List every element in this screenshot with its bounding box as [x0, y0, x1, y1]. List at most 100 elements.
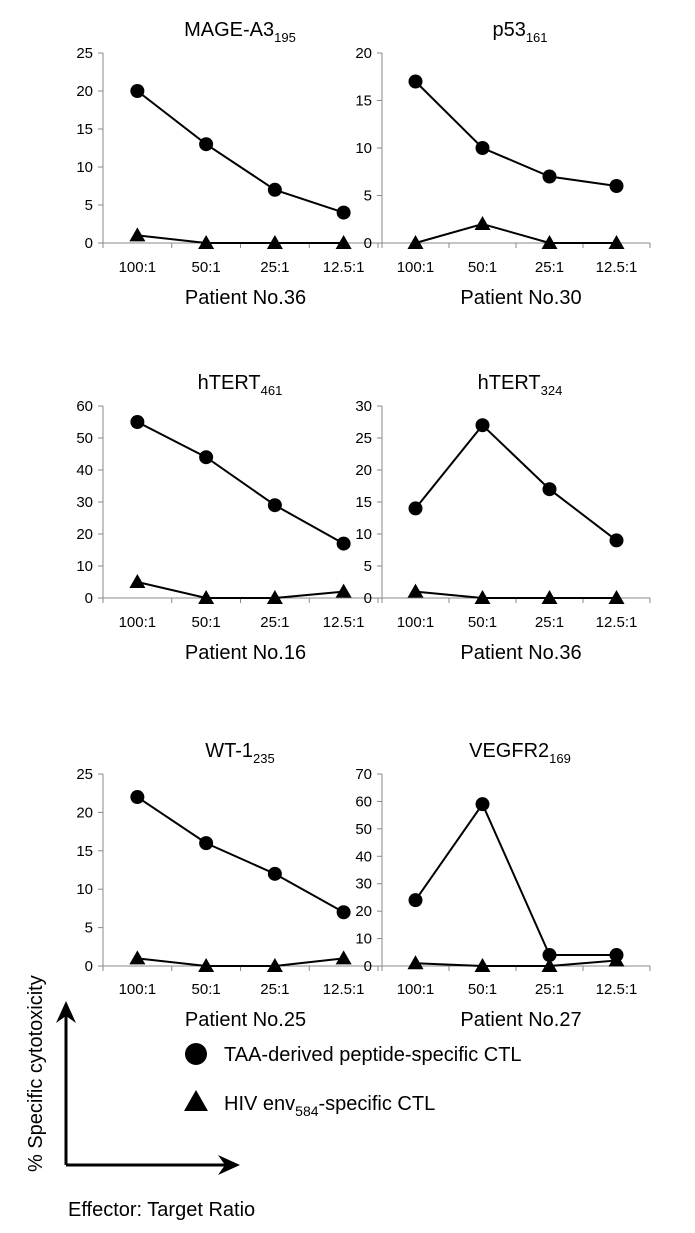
x-tick-label: 25:1: [535, 614, 564, 631]
y-tick-label: 15: [355, 494, 372, 511]
chart-panels: MAGE-A3195 0 5 10 15 20 25 100:1 50:1 25:1 12.5:1 P…: [76, 19, 651, 1031]
y-tick-label: 20: [76, 804, 93, 821]
y-tick-label: 5: [85, 197, 93, 214]
chart-title: VEGFR2169: [469, 740, 571, 766]
legend-marker-triangle: [184, 1090, 208, 1111]
y-tick-label: 40: [76, 462, 93, 479]
chart-title: hTERT461: [198, 372, 283, 398]
axis-guide-ylabel: % Specific cytotoxicity: [25, 975, 47, 1172]
data-point-triangle: [266, 235, 283, 249]
y-tick-label: 30: [355, 876, 372, 893]
patient-label: Patient No.16: [185, 642, 306, 664]
legend-marker-circle: [185, 1043, 207, 1065]
chart-title-subscript: 235: [253, 751, 275, 766]
data-point-circle: [475, 418, 490, 433]
x-tick-label: 100:1: [119, 614, 157, 631]
chart-title: p53161: [492, 19, 547, 45]
x-tick-label: 50:1: [192, 614, 221, 631]
data-point-circle: [267, 498, 282, 513]
y-tick-label: 5: [85, 920, 93, 937]
y-tick-label: 20: [76, 526, 93, 543]
series-line-triangle: [137, 957, 344, 967]
series-line-circle: [136, 796, 345, 914]
x-tick-label: 100:1: [397, 259, 435, 276]
series-line-circle: [414, 80, 617, 187]
chart-panel-6: VEGFR2169 0 10 20 30 40 50 60 70 100:1 50:1 25:1 12.…: [355, 740, 651, 1031]
data-point-circle: [542, 169, 557, 184]
patient-label: Patient No.36: [460, 642, 581, 664]
patient-label: Patient No.36: [185, 287, 306, 309]
data-point-triangle: [266, 590, 283, 604]
legend: TAA-derived peptide-specific CTL HIV env…: [184, 1043, 522, 1119]
data-point-circle: [542, 948, 557, 963]
data-point-triangle: [608, 590, 625, 604]
chart-title: WT-1235: [205, 740, 274, 766]
x-tick-label: 50:1: [192, 981, 221, 998]
chart-title-subscript: 461: [261, 383, 283, 398]
chart-title-main: MAGE-A3: [184, 19, 274, 41]
x-tick-label: 12.5:1: [596, 981, 638, 998]
y-tick-label: 0: [364, 235, 372, 252]
data-point-circle: [336, 536, 351, 551]
data-point-triangle: [198, 590, 215, 604]
y-tick-label: 10: [76, 558, 93, 575]
series-line-circle: [414, 423, 618, 542]
data-point-triangle: [407, 583, 424, 598]
axis-guide-xlabel: Effector: Target Ratio: [68, 1199, 255, 1221]
y-tick-label: 15: [76, 843, 93, 860]
patient-label: Patient No.27: [460, 1009, 581, 1031]
data-point-circle: [475, 797, 490, 812]
y-tick-label: 20: [355, 45, 372, 62]
y-tick-label: 0: [364, 958, 372, 975]
y-tick-label: 10: [355, 931, 372, 948]
series-line-triangle: [415, 590, 617, 599]
data-point-triangle: [129, 574, 146, 588]
x-tick-label: 50:1: [468, 981, 497, 998]
y-tick-label: 20: [355, 903, 372, 920]
chart-title-subscript: 195: [274, 30, 296, 45]
y-tick-label: 15: [355, 93, 372, 110]
axis-guide-right-arrow: [218, 1155, 240, 1175]
chart-panel-4: hTERT324 0 5 10 15 20 25 30 100:1 50:1 25:1 12.5:1 P…: [355, 372, 651, 664]
data-point-circle: [130, 84, 145, 98]
y-tick-label: 0: [85, 590, 93, 607]
series-line-circle: [136, 90, 344, 214]
data-point-circle: [267, 182, 282, 197]
series-line-circle: [136, 421, 345, 545]
axis-guide-up-arrow: [56, 1001, 76, 1023]
chart-title-main: hTERT: [478, 372, 541, 394]
y-tick-label: 10: [355, 526, 372, 543]
x-tick-label: 12.5:1: [323, 259, 365, 276]
data-point-triangle: [608, 235, 625, 249]
y-tick-label: 25: [76, 766, 93, 783]
y-tick-label: 5: [364, 188, 372, 205]
data-point-circle: [336, 205, 351, 220]
y-tick-label: 10: [76, 159, 93, 176]
chart-title-main: WT-1: [205, 740, 253, 762]
data-point-triangle: [541, 235, 558, 249]
data-point-triangle: [198, 235, 215, 249]
y-tick-label: 0: [85, 958, 93, 975]
chart-title-subscript: 161: [526, 30, 548, 45]
data-point-triangle: [129, 227, 146, 242]
y-tick-label: 20: [76, 83, 93, 100]
data-point-circle: [267, 866, 282, 881]
data-point-circle: [408, 74, 423, 89]
data-point-circle: [199, 450, 214, 465]
chart-title-subscript: 324: [541, 383, 563, 398]
y-tick-label: 60: [355, 793, 372, 810]
data-point-triangle: [407, 235, 424, 249]
data-point-circle: [199, 836, 214, 851]
y-tick-label: 5: [364, 558, 372, 575]
x-tick-label: 25:1: [535, 259, 564, 276]
x-tick-label: 50:1: [468, 614, 497, 631]
y-tick-label: 60: [76, 398, 93, 415]
chart-title-main: hTERT: [198, 372, 261, 394]
data-point-triangle: [335, 950, 352, 965]
y-tick-label: 0: [364, 590, 372, 607]
data-point-circle: [199, 137, 214, 152]
data-point-circle: [609, 179, 624, 193]
data-point-triangle: [198, 958, 215, 972]
y-tick-label: 50: [355, 821, 372, 838]
